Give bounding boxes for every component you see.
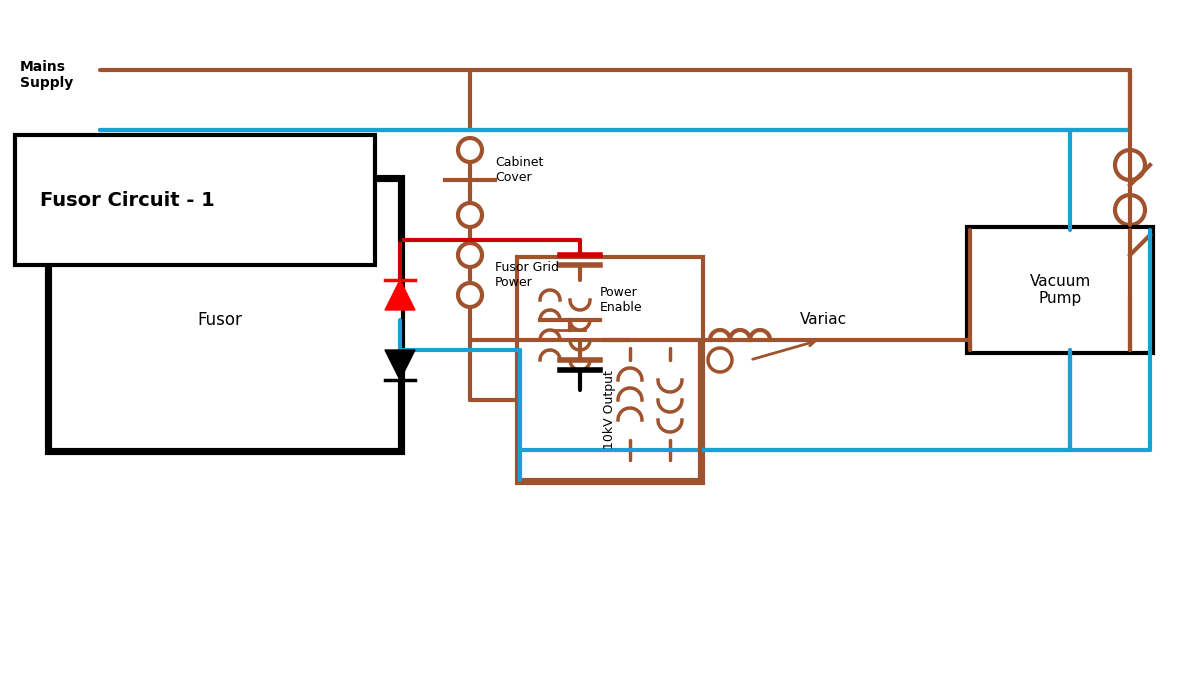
FancyBboxPatch shape [517, 257, 703, 483]
Polygon shape [385, 280, 415, 310]
Text: Fusor: Fusor [198, 311, 242, 329]
Text: Mains
Supply: Mains Supply [20, 60, 73, 90]
Polygon shape [385, 350, 415, 380]
Text: Fusor Grid
Power: Fusor Grid Power [496, 261, 559, 289]
Text: Power
Enable: Power Enable [600, 286, 643, 314]
Text: Cabinet
Cover: Cabinet Cover [496, 156, 544, 184]
FancyBboxPatch shape [967, 227, 1153, 353]
FancyBboxPatch shape [14, 135, 374, 265]
Text: Fusor Circuit - 1: Fusor Circuit - 1 [40, 190, 215, 209]
Text: Variac: Variac [800, 312, 847, 328]
Text: Vacuum
Pump: Vacuum Pump [1030, 274, 1091, 306]
Text: 10kV Output: 10kV Output [604, 370, 617, 449]
FancyBboxPatch shape [47, 177, 403, 453]
